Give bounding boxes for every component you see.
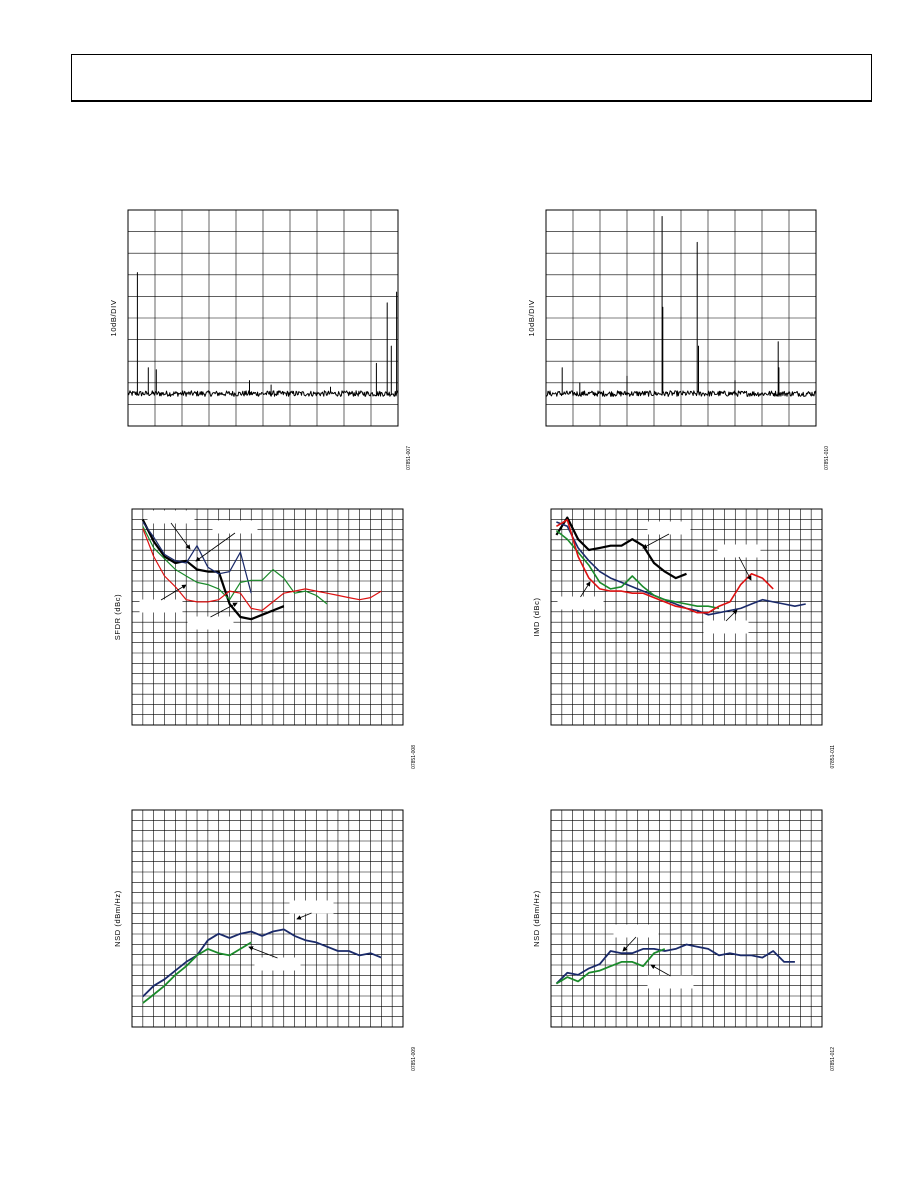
callout-arrow <box>296 912 312 920</box>
callout-arrow <box>650 964 671 977</box>
series-line-1 <box>127 272 399 397</box>
figure-id-label: 07851-011 <box>830 745 836 769</box>
y-axis-label: IMD (dBc) <box>532 597 541 636</box>
grid-lines <box>132 509 403 725</box>
series-line-2 <box>142 941 252 1004</box>
grid-lines <box>551 509 822 725</box>
plot-frame <box>550 508 823 726</box>
callout-box <box>254 957 301 971</box>
imd-chart: IMD (dBc) 07851-011 <box>532 508 836 769</box>
figure-id-label: 07851-008 <box>411 745 417 769</box>
annotation-callout <box>613 924 659 952</box>
series-line-1 <box>141 519 285 621</box>
series-line-3 <box>142 526 328 605</box>
callout-box <box>557 596 604 610</box>
figure-id-label: 07851-009 <box>411 1047 417 1071</box>
series-line-1 <box>555 516 687 580</box>
annotation-callout <box>248 946 301 971</box>
figure-id-label: 07851-007 <box>406 446 412 470</box>
callout-arrow <box>170 522 191 550</box>
callout-arrow <box>642 533 670 549</box>
annotation-callout <box>195 520 258 562</box>
callout-box <box>647 521 691 535</box>
series-line-2 <box>555 948 666 985</box>
callout-box <box>212 520 258 534</box>
nsd-chart-left: NSD (dBm/Hz) 07851-009 <box>113 809 417 1071</box>
callout-box <box>289 900 334 914</box>
series-line-2 <box>556 521 806 616</box>
annotation-callout <box>647 964 694 989</box>
callout-box <box>187 616 234 630</box>
callout-arrow <box>738 556 752 581</box>
callout-box <box>139 599 183 613</box>
series-line-4 <box>142 528 382 612</box>
series-line-2 <box>142 521 252 594</box>
figure-id-label: 07851-012 <box>830 1047 836 1071</box>
annotation-callout <box>703 609 749 634</box>
nsd-chart-right: NSD (dBm/Hz) 07851-012 <box>532 809 836 1071</box>
grid-lines <box>546 210 816 426</box>
plot-frame <box>550 809 823 1028</box>
series-line-3 <box>555 529 720 610</box>
callout-arrow <box>622 936 637 952</box>
callout-box <box>147 510 195 524</box>
y-axis-label: 10dB/DIV <box>109 300 118 337</box>
plot-frame <box>131 508 404 726</box>
page-header-box <box>71 54 872 102</box>
spectrum-chart-left: 10dB/DIV 07851-007 <box>109 209 412 470</box>
y-axis-label: 10dB/DIV <box>527 300 536 337</box>
annotation-callout <box>642 521 691 549</box>
callout-box <box>613 924 659 938</box>
callout-box <box>717 544 761 558</box>
sfdr-chart: SFDR (dBc) 07851-008 <box>113 508 417 769</box>
callout-box <box>647 975 694 989</box>
annotation-callout <box>717 544 761 581</box>
callout-arrow <box>580 581 591 598</box>
callout-arrow <box>160 584 187 601</box>
annotation-callout <box>557 581 604 610</box>
series-line-1 <box>545 216 817 397</box>
annotation-callout <box>187 602 238 630</box>
series-line-1 <box>555 943 795 985</box>
series-line-1 <box>142 928 382 998</box>
y-axis-label: NSD (dBm/Hz) <box>532 890 541 947</box>
callout-arrow <box>210 602 238 618</box>
y-axis-label: SFDR (dBc) <box>113 594 122 640</box>
grid-lines <box>551 810 822 1027</box>
figure-id-label: 07851-010 <box>824 446 830 470</box>
callout-arrow <box>195 532 236 562</box>
annotation-callout <box>147 510 195 550</box>
annotation-callout <box>289 900 334 920</box>
callout-arrow <box>248 946 278 959</box>
grid-lines <box>132 810 403 1027</box>
plot-frame <box>131 809 404 1028</box>
annotation-callout <box>139 584 187 613</box>
callout-arrow <box>725 609 738 622</box>
y-axis-label: NSD (dBm/Hz) <box>113 890 122 947</box>
spectrum-chart-right: 10dB/DIV 07851-010 <box>527 209 830 470</box>
callout-box <box>703 620 749 634</box>
grid-lines <box>128 210 398 426</box>
series-line-4 <box>555 519 774 614</box>
